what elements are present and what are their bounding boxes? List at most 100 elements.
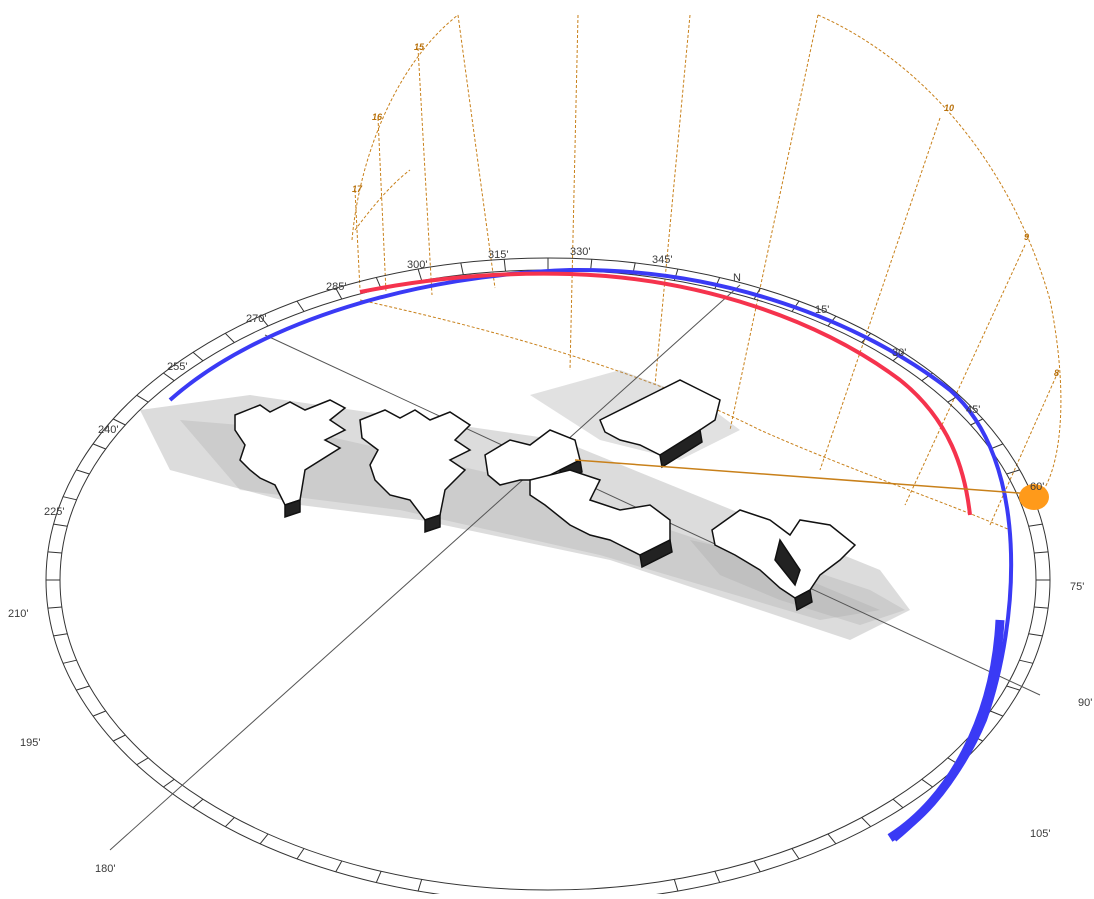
compass-label-240: 240' <box>98 424 118 436</box>
compass-tick <box>296 848 305 860</box>
compass-tick <box>136 394 149 403</box>
sun-ray <box>574 459 1033 495</box>
hour-label-10: 10 <box>944 103 954 113</box>
compass-tick <box>1006 469 1020 475</box>
hour-line <box>569 14 579 371</box>
hour-line <box>417 47 433 296</box>
compass-label-315: 315' <box>488 249 508 261</box>
compass-tick <box>53 633 68 637</box>
compass-ticks <box>46 258 1050 892</box>
compass-tick <box>224 817 235 828</box>
compass-tick <box>335 860 343 873</box>
sky-dome-outline <box>351 14 459 241</box>
compass-tick <box>92 443 106 450</box>
hour-line <box>904 244 1026 506</box>
sun-disc-icon[interactable] <box>1019 484 1049 510</box>
compass-tick <box>335 287 343 300</box>
compass-tick <box>503 259 506 272</box>
building-1 <box>234 399 347 519</box>
hour-labels: 8 9 10 15 16 17 <box>352 42 1059 378</box>
north-label: N <box>733 272 741 284</box>
compass-tick <box>224 332 235 343</box>
sun-hour-lines <box>351 14 1062 531</box>
compass-tick <box>259 315 269 327</box>
compass-label-180: 180' <box>95 863 115 875</box>
compass-axes <box>109 284 1041 851</box>
sky-dome-outline-east <box>817 14 1062 496</box>
compass-tick <box>1028 633 1043 637</box>
building-4 <box>529 469 673 569</box>
hour-line <box>819 117 941 471</box>
hour-label-16: 16 <box>372 112 383 122</box>
compass-tick <box>990 710 1004 717</box>
compass-labels: 15' 30' 45' 60' 75' 90' 105' 180' 195' 2… <box>8 246 1092 875</box>
compass-tick <box>192 798 204 809</box>
compass-tick <box>163 778 175 788</box>
compass-label-345: 345' <box>652 254 672 266</box>
hour-label-9: 9 <box>1024 232 1029 242</box>
building-6 <box>711 509 857 612</box>
compass-tick <box>753 860 761 873</box>
compass-tick <box>1034 551 1049 554</box>
hour-line <box>457 14 496 289</box>
compass-label-270: 270' <box>246 313 266 325</box>
winter-solstice-arc <box>359 271 972 516</box>
hour-line <box>654 14 691 386</box>
hour-curve <box>359 299 1011 531</box>
compass-tick <box>259 833 269 845</box>
compass-tick <box>92 710 106 717</box>
compass-tick <box>892 798 904 809</box>
compass-tick <box>47 606 62 609</box>
compass-label-210: 210' <box>8 608 28 620</box>
compass-tick <box>62 496 77 501</box>
compass-tick <box>1034 606 1049 609</box>
summer-solstice-arc <box>168 267 1014 842</box>
compass-tick <box>1006 685 1020 691</box>
compass-label-15: 15' <box>815 304 829 316</box>
compass-label-195: 195' <box>20 737 40 749</box>
compass-tick <box>296 300 305 312</box>
shadow <box>140 395 910 640</box>
summer-arc-tail <box>887 619 1005 842</box>
hour-line <box>989 371 1059 526</box>
compass-tick <box>136 757 149 766</box>
compass-tick <box>417 268 423 281</box>
hour-label-17: 17 <box>352 184 363 194</box>
compass-tick <box>113 734 126 742</box>
compass-label-225: 225' <box>44 506 64 518</box>
compass-label-60: 60' <box>1030 481 1044 493</box>
compass-tick <box>1028 523 1043 527</box>
compass-label-285: 285' <box>326 281 346 293</box>
hour-curve <box>354 169 411 231</box>
compass-tick <box>861 817 872 828</box>
compass-label-45: 45' <box>966 404 980 416</box>
compass-tick <box>921 778 933 788</box>
compass-tick <box>163 372 175 382</box>
hour-line <box>729 14 819 431</box>
compass-tick <box>1019 659 1034 664</box>
compass-tick <box>76 685 90 691</box>
compass-label-30: 30' <box>892 347 906 359</box>
compass-tick <box>460 262 464 275</box>
hour-label-8: 8 <box>1054 368 1059 378</box>
hour-label-15: 15 <box>414 42 425 52</box>
compass-label-330: 330' <box>570 246 590 258</box>
compass-label-75: 75' <box>1070 581 1084 593</box>
compass-tick <box>673 879 679 892</box>
compass-tick <box>714 871 721 883</box>
building-5 <box>599 379 721 469</box>
hour-line <box>354 189 361 291</box>
compass-tick <box>62 659 77 664</box>
compass-tick <box>827 833 837 845</box>
compass-tick <box>113 418 126 426</box>
compass-tick <box>53 523 68 527</box>
shadow <box>180 420 880 620</box>
building-2 <box>359 409 472 534</box>
compass-tick <box>192 351 204 362</box>
north-axis <box>109 284 741 851</box>
compass-tick <box>375 871 382 883</box>
compass-label-90: 90' <box>1078 697 1092 709</box>
compass-label-300: 300' <box>407 259 427 271</box>
hour-line <box>377 117 387 293</box>
